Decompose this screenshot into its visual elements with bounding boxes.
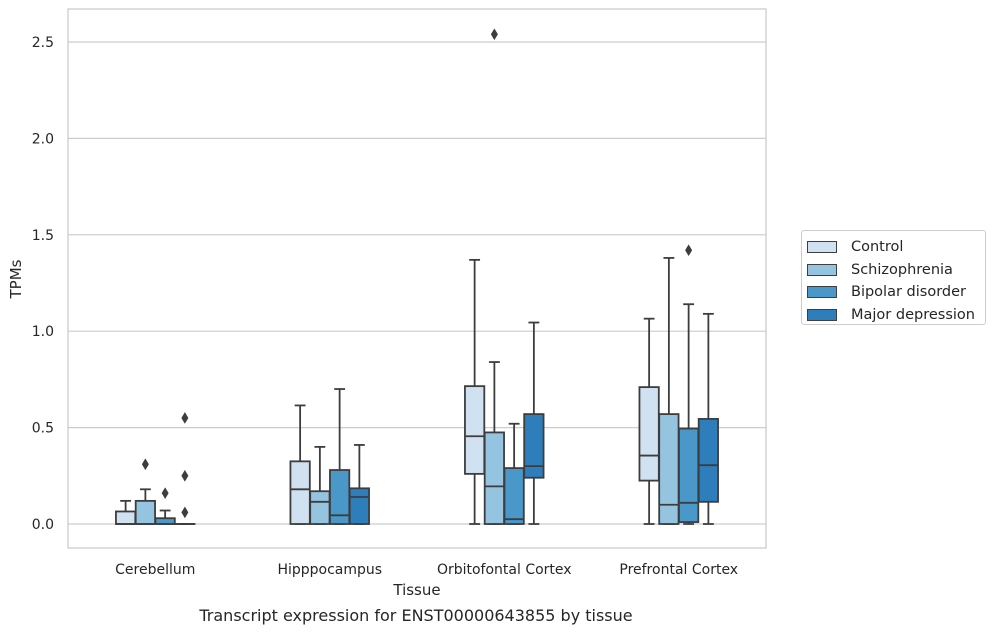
y-tick-label: 1.0: [32, 324, 54, 340]
y-tick-label: 2.0: [32, 131, 54, 147]
box: [348, 487, 370, 525]
box-group: [115, 499, 137, 525]
x-tick-label: Prefrontal Cortex: [619, 562, 738, 578]
outlier-point: [181, 469, 189, 482]
legend-swatch: [807, 286, 837, 299]
box-group: [154, 487, 176, 525]
outlier-point: [490, 28, 498, 41]
legend-item: Control: [807, 236, 985, 259]
x-tick-label: Cerebellum: [115, 562, 195, 578]
box-series: [115, 28, 719, 525]
legend: Control Schizophrenia Bipolar disorder Majo…: [801, 230, 986, 325]
x-tick-label: Hipppocampus: [277, 562, 382, 578]
y-tick-label: 0.0: [32, 517, 54, 533]
box-group: [658, 257, 680, 525]
box: [503, 467, 525, 525]
y-tick-label: 1.5: [32, 228, 54, 244]
legend-label: Control: [851, 239, 904, 256]
x-tick-label: Orbitofontal Cortex: [437, 562, 572, 578]
y-axis-label: TPMs: [7, 259, 25, 299]
box: [523, 413, 545, 479]
box-group: [697, 312, 719, 525]
legend-swatch: [807, 241, 837, 254]
box: [638, 386, 660, 482]
box-group: [348, 444, 370, 525]
box-group: [638, 317, 660, 525]
box: [697, 418, 719, 503]
box: [678, 427, 700, 523]
box: [289, 460, 311, 525]
legend-label: Major depression: [851, 306, 975, 323]
y-tick-labels: 0.0 0.5 1.0 1.5 2.0 2.5: [32, 35, 54, 533]
box: [309, 490, 331, 525]
legend-item: Bipolar disorder: [807, 281, 985, 304]
legend-item: Major depression: [807, 304, 985, 327]
legend-swatch: [807, 308, 837, 321]
box-group: [523, 321, 545, 525]
x-tick-labels: Cerebellum Hipppocampus Orbitofontal Corte…: [115, 562, 738, 578]
legend-label: Bipolar disorder: [851, 284, 966, 301]
x-axis-label: Tissue: [392, 581, 440, 599]
legend-item: Schizophrenia: [807, 259, 985, 282]
box-group: [329, 388, 351, 525]
legend-label: Schizophrenia: [851, 261, 953, 278]
box: [134, 499, 156, 525]
plot-frame: [67, 8, 767, 549]
outlier-point: [685, 244, 693, 257]
box-group: [503, 422, 525, 525]
box-group: [289, 404, 311, 525]
outlier-point: [181, 506, 189, 519]
box-group: [134, 458, 156, 525]
box: [464, 385, 486, 475]
box-group: [174, 412, 196, 525]
legend-swatch: [807, 263, 837, 276]
box-group: [309, 445, 331, 525]
y-tick-label: 2.5: [32, 35, 54, 51]
box-group: [678, 244, 700, 525]
figure-caption: Transcript expression for ENST0000064385…: [199, 606, 633, 625]
box-group: [483, 28, 505, 525]
y-tick-label: 0.5: [32, 421, 54, 437]
box-group: [464, 258, 486, 525]
outlier-point: [161, 487, 169, 499]
box: [115, 510, 137, 525]
box: [483, 431, 505, 525]
outlier-point: [181, 412, 189, 424]
outlier-point: [141, 458, 149, 471]
box: [658, 413, 680, 525]
